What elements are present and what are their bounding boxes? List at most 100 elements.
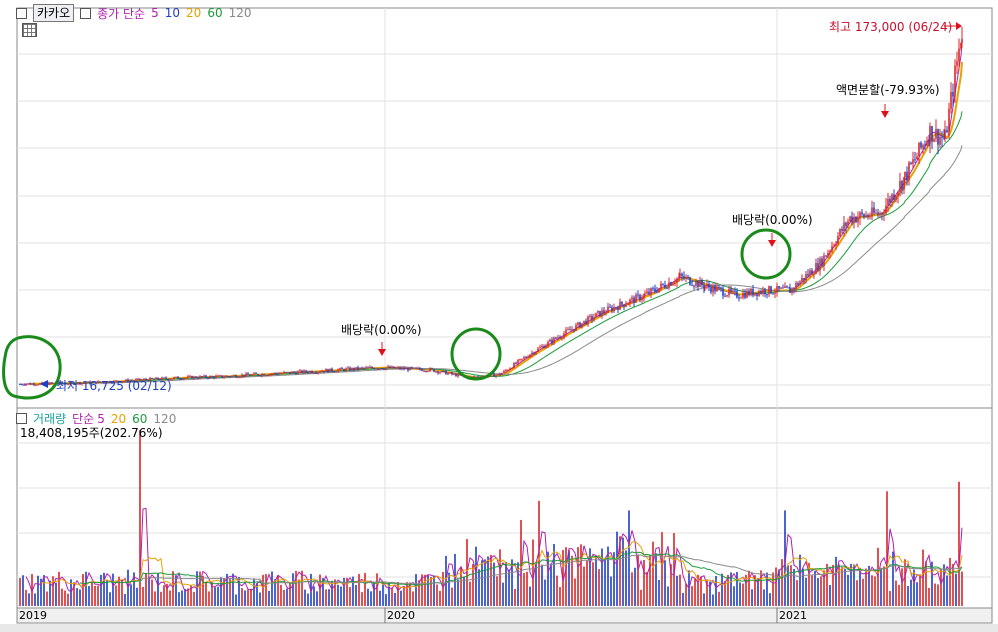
volume-bar — [886, 491, 888, 606]
volume-bar — [505, 561, 507, 606]
candle-body — [291, 371, 293, 374]
volume-bar — [406, 582, 408, 606]
candle-body — [571, 329, 573, 331]
volume-bar — [376, 573, 378, 606]
volume-bar — [784, 510, 786, 606]
indicator-checkbox[interactable] — [80, 7, 92, 19]
volume-bar — [796, 580, 798, 606]
dividend-2019-arrow — [378, 349, 386, 356]
volume-bar — [631, 572, 633, 606]
candle-body — [257, 373, 259, 376]
candle-body — [799, 281, 801, 286]
candle-body — [41, 382, 43, 384]
candle-body — [409, 367, 411, 371]
volume-panel-checkbox[interactable] — [16, 413, 27, 424]
volume-bar — [88, 586, 90, 606]
candle-body — [609, 306, 611, 308]
candle-body — [916, 156, 918, 160]
volume-bar — [913, 569, 915, 606]
candle-body — [215, 375, 217, 378]
candle-body — [879, 213, 881, 215]
candle-body — [807, 274, 809, 276]
volume-bar — [241, 588, 243, 606]
volume-bar — [76, 588, 78, 606]
volume-bar — [253, 578, 255, 606]
volume-bar — [949, 557, 951, 606]
volume-bar — [643, 559, 645, 606]
volume-bar — [271, 571, 273, 606]
candle-body — [914, 159, 916, 161]
candle-body — [67, 383, 69, 385]
candle-body — [847, 221, 849, 226]
candle-body — [861, 212, 863, 215]
volume-bar — [559, 587, 561, 606]
candle-body — [577, 322, 579, 325]
candle-body — [23, 384, 25, 386]
volume-bar — [55, 582, 57, 606]
volume-bar — [244, 590, 246, 606]
candle-body — [784, 286, 786, 289]
candle-body — [213, 376, 215, 378]
volume-bar — [160, 591, 162, 606]
candle-body — [950, 92, 952, 109]
ma120-line — [99, 145, 963, 384]
candle-body — [191, 376, 193, 379]
volume-bar — [856, 580, 858, 606]
volume-bar — [478, 569, 480, 606]
candle-body — [61, 382, 63, 384]
candle-body — [811, 270, 813, 275]
vol-ma-period-5: 5 — [97, 411, 105, 426]
grid-lines — [17, 8, 992, 608]
candle-body — [920, 142, 922, 148]
candle-body — [658, 287, 660, 293]
candle-body — [419, 367, 421, 370]
price-panel-header: 카카오 종가 단순 5 10 20 60 120 — [16, 4, 252, 22]
candle-body — [899, 180, 901, 192]
volume-bar — [418, 580, 420, 606]
candle-body — [329, 368, 331, 373]
candle-body — [445, 370, 447, 375]
indicator-label: 종가 단순 — [97, 6, 146, 21]
split-arrow — [881, 111, 889, 118]
candle-body — [565, 329, 567, 334]
table-grid-icon[interactable] — [22, 23, 37, 37]
volume-bar — [907, 586, 909, 606]
ma-period-20: 20 — [186, 6, 202, 20]
volume-bar — [367, 588, 369, 606]
split-label: 액면분할(-79.93%) — [836, 83, 940, 97]
candle-body — [381, 368, 383, 370]
candle-body — [786, 286, 788, 288]
candle-body — [855, 217, 857, 223]
candle-body — [817, 263, 819, 271]
candle-body — [273, 372, 275, 374]
candle-body — [869, 216, 871, 218]
candle-body — [627, 303, 629, 305]
candle-body — [353, 368, 355, 370]
candle-body — [891, 194, 893, 203]
volume-bar — [43, 575, 45, 606]
volume-bar — [304, 589, 306, 606]
status-strip — [0, 624, 998, 632]
candle-body — [307, 372, 309, 374]
candle-body — [881, 213, 883, 215]
candle-body — [697, 281, 699, 287]
candle-body — [411, 367, 413, 369]
candle-body — [347, 367, 349, 369]
candle-body — [185, 377, 187, 379]
volume-bar — [265, 574, 267, 606]
volume-bar — [565, 547, 567, 606]
candle-body — [714, 285, 716, 292]
price-panel-checkbox[interactable] — [16, 7, 27, 19]
candle-body — [281, 373, 283, 375]
candle-body — [297, 371, 299, 374]
volume-bar — [574, 578, 576, 606]
candle-body — [161, 377, 163, 380]
candle-body — [305, 370, 307, 373]
candle-body — [259, 375, 261, 377]
volume-bar — [580, 544, 582, 606]
stock-name-button[interactable]: 카카오 — [33, 4, 75, 22]
candle-body — [683, 276, 685, 279]
candle-body — [475, 376, 477, 378]
volume-bar — [238, 576, 240, 606]
x-axis-label-2019: 2019 — [19, 609, 47, 622]
